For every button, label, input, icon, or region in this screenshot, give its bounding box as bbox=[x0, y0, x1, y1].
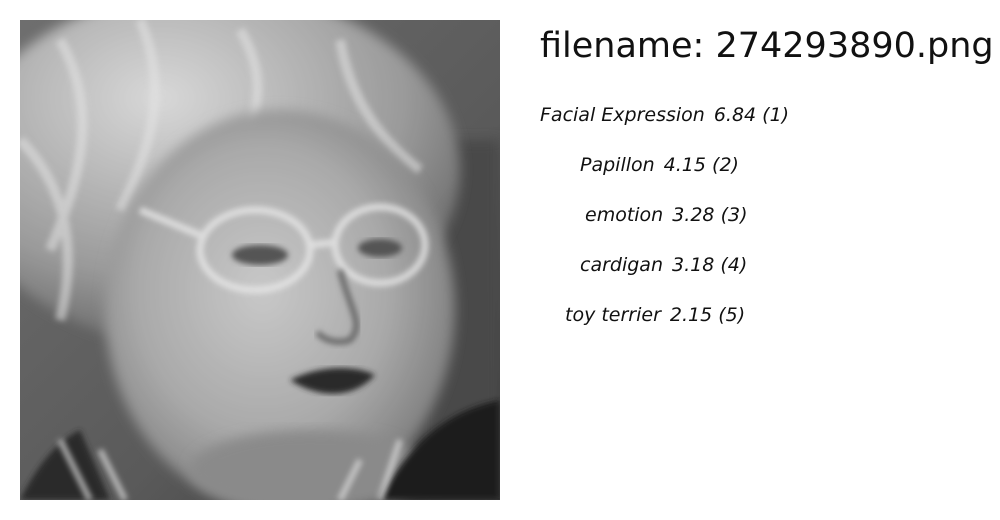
filename-title: filename: 274293890.png bbox=[540, 26, 994, 66]
prediction-rank: (1) bbox=[762, 104, 790, 126]
face-photo bbox=[20, 20, 500, 500]
prediction-item: cardigan 3.18 (4) bbox=[580, 250, 880, 300]
prediction-label: toy terrier bbox=[565, 304, 661, 326]
prediction-item: Facial Expression 6.84 (1) bbox=[540, 100, 840, 150]
prediction-rank: (3) bbox=[720, 204, 748, 226]
prediction-label: cardigan bbox=[580, 254, 663, 276]
prediction-label: Facial Expression bbox=[540, 104, 705, 126]
prediction-list: Facial Expression 6.84 (1) Papillon 4.15 (… bbox=[540, 100, 840, 350]
prediction-score: 4.15 bbox=[663, 154, 706, 176]
prediction-rank: (2) bbox=[712, 154, 739, 176]
prediction-score: 3.18 bbox=[672, 254, 715, 276]
prediction-label: Papillon bbox=[580, 154, 655, 176]
prediction-score: 3.28 bbox=[672, 204, 715, 226]
prediction-rank: (4) bbox=[720, 254, 748, 276]
prediction-rank: (5) bbox=[718, 304, 746, 326]
prediction-score: 2.15 bbox=[669, 304, 713, 326]
prediction-item: toy terrier 2.15 (5) bbox=[565, 300, 865, 350]
prediction-label: emotion bbox=[585, 204, 664, 226]
prediction-item: Papillon 4.15 (2) bbox=[580, 150, 880, 200]
prediction-item: emotion 3.28 (3) bbox=[585, 200, 885, 250]
prediction-score: 6.84 bbox=[713, 104, 757, 126]
